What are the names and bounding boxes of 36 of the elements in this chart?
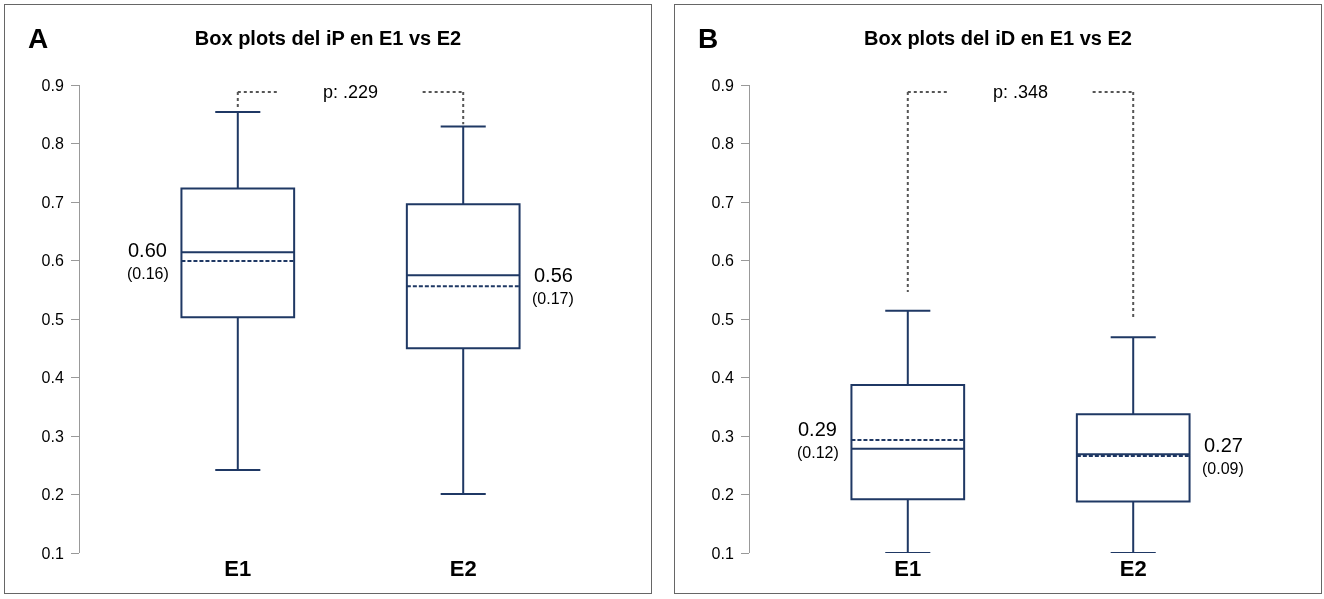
y-tick-label: 0.4	[41, 369, 64, 387]
y-tick-label: 0.8	[41, 135, 64, 153]
x-tick-label: E1	[224, 556, 252, 581]
y-tick-label: 0.2	[41, 486, 64, 504]
y-tick-label: 0.9	[711, 76, 734, 94]
y-tick-label: 0.6	[711, 252, 734, 270]
annotation: 0.56	[534, 264, 573, 286]
annotation: 0.60	[128, 239, 167, 261]
annotation: (0.17)	[532, 290, 574, 307]
annotation: 0.27	[1204, 434, 1243, 456]
annotation: (0.09)	[1202, 460, 1244, 477]
x-tick-label: E2	[1119, 556, 1147, 581]
y-tick-label: 0.3	[711, 427, 734, 445]
y-tick-label: 0.8	[711, 135, 734, 153]
chart-title: Box plots del iD en E1 vs E2	[864, 27, 1132, 50]
text: B	[698, 23, 719, 54]
y-tick-label: 0.5	[711, 310, 734, 328]
x-tick-label: E1	[894, 556, 922, 581]
annotation: p: .229	[323, 82, 379, 102]
y-tick-label: 0.4	[711, 369, 734, 387]
y-tick-label: 0.6	[41, 252, 64, 270]
y-tick-label: 0.5	[41, 310, 64, 328]
y-tick-label: 0.1	[41, 544, 64, 562]
y-tick-label: 0.1	[711, 544, 734, 562]
y-tick-label: 0.7	[41, 193, 64, 211]
y-tick-label: 0.7	[711, 193, 734, 211]
x-tick-label: E2	[449, 556, 477, 581]
annotation: (0.16)	[127, 265, 169, 282]
y-tick-label: 0.9	[41, 76, 64, 94]
y-tick-label: 0.3	[41, 427, 64, 445]
text: A	[28, 23, 49, 54]
annotation: 0.29	[798, 418, 837, 440]
y-tick-label: 0.2	[711, 486, 734, 504]
chart-title: Box plots del iP en E1 vs E2	[194, 27, 462, 50]
annotation: (0.12)	[797, 444, 839, 461]
annotation: p: .348	[993, 82, 1049, 102]
